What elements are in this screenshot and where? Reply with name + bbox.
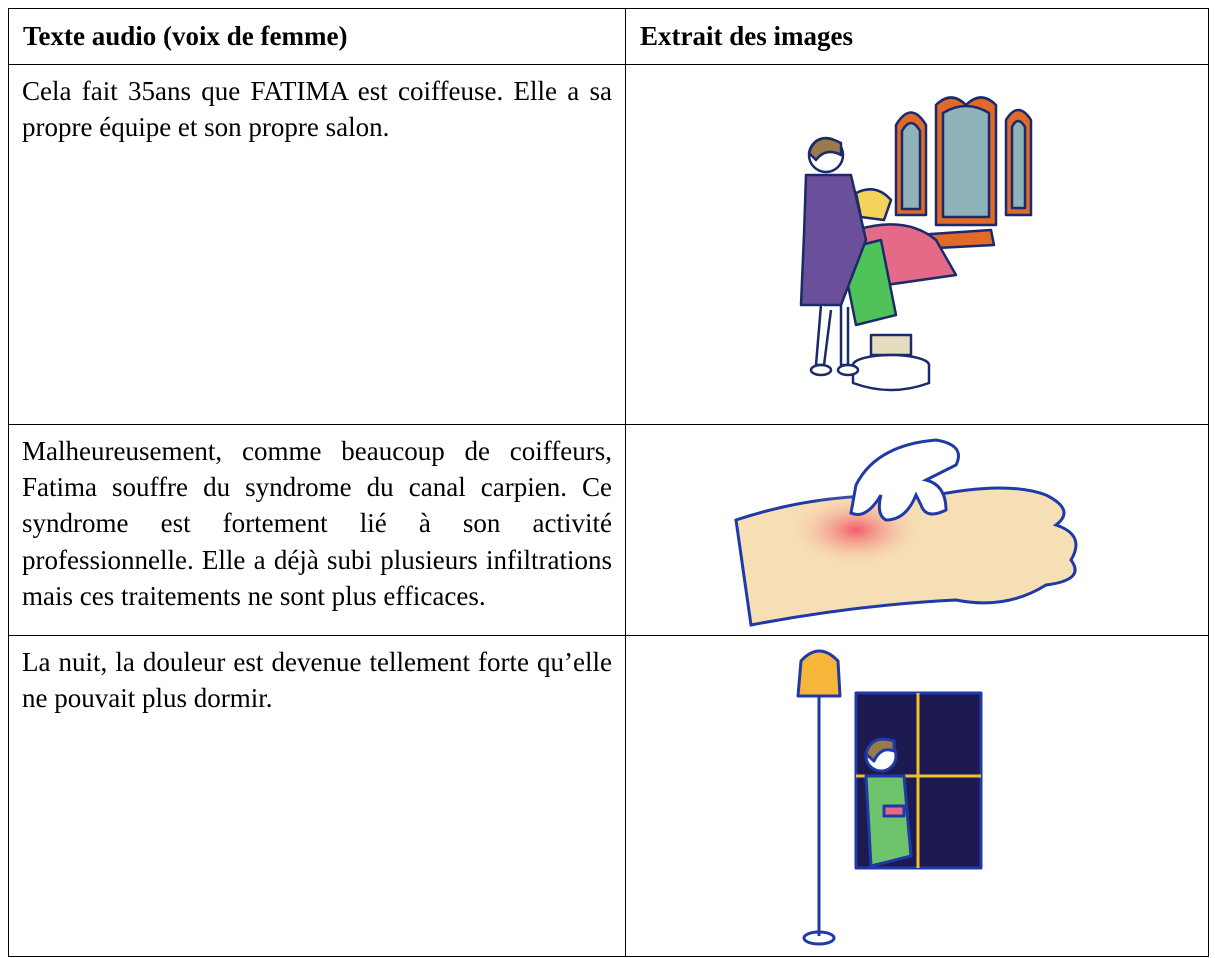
image-cell [625,635,1209,957]
image-cell [625,64,1209,425]
wrist-illustration [734,438,1078,627]
text-cell: Malheureusement, comme beaucoup de coiff… [8,424,626,636]
text-cell: Cela fait 35ans que FATIMA est coiffeuse… [8,64,626,425]
image-cell [625,424,1209,636]
text-cell: La nuit, la douleur est devenue tellemen… [8,635,626,957]
row: La nuit, la douleur est devenue tellemen… [8,635,1209,957]
header-row: Texte audio (voix de femme) Extrait des … [8,8,1209,65]
header-cell: Extrait des images [625,8,1209,65]
header-cell: Texte audio (voix de femme) [8,8,626,65]
hairdresser-illustration [799,96,1033,392]
night-illustration [796,649,983,946]
table: Texte audio (voix de femme) Extrait des … [8,8,1209,957]
row: Cela fait 35ans que FATIMA est coiffeuse… [8,64,1209,425]
row: Malheureusement, comme beaucoup de coiff… [8,424,1209,636]
